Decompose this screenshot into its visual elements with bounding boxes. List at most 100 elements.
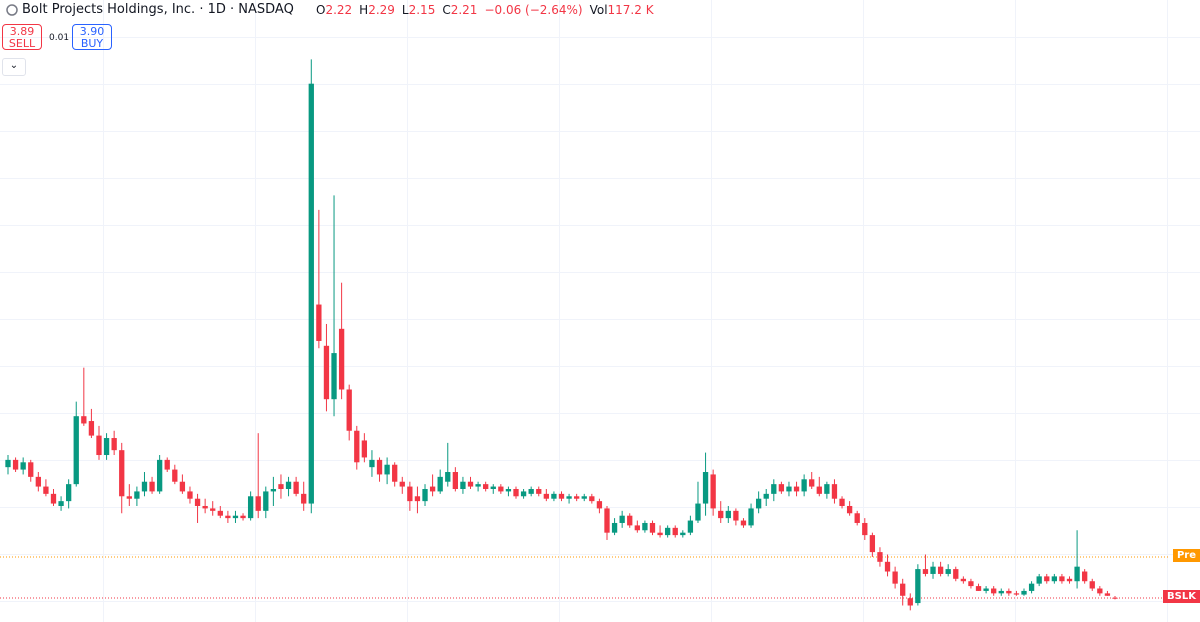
candle-body (20, 462, 26, 470)
ohlc-legend: O2.22 H2.29 L2.15 C2.21 −0.06 (−2.64%) V… (316, 3, 654, 17)
candle-body (232, 515, 239, 519)
candle-body (991, 588, 997, 594)
candle-body (5, 459, 11, 468)
candle-body (1112, 597, 1118, 599)
candle-body (1104, 593, 1111, 596)
candle-body (900, 583, 906, 596)
candle-body (285, 481, 292, 489)
candle-body (483, 484, 489, 489)
logo (6, 3, 18, 16)
candle-body (846, 505, 853, 514)
candle-body (937, 566, 944, 574)
candle-body (187, 491, 193, 499)
candle-body (467, 481, 474, 487)
candle-body (922, 569, 929, 574)
candle-body (733, 510, 739, 521)
candle-body (35, 476, 41, 487)
sell-button[interactable]: 3.89 SELL (2, 24, 42, 50)
candle-body (543, 493, 549, 499)
buy-label: BUY (80, 37, 104, 50)
candle-body (793, 486, 800, 492)
candle-body (1051, 576, 1057, 582)
candle-body (763, 493, 769, 499)
candle-body (710, 474, 716, 509)
candle-body (839, 498, 845, 506)
candle-body (263, 491, 269, 511)
candle-body (702, 472, 709, 504)
candle-body (657, 532, 663, 536)
pre-tag: Pre (1172, 548, 1200, 562)
candle-body (649, 522, 656, 533)
symbol-title: Bolt Projects Holdings, Inc. · 1D · NASD… (22, 2, 294, 17)
candle-body (740, 520, 747, 526)
candle-body (361, 440, 368, 458)
candle-body (225, 515, 231, 519)
candle-body (596, 501, 603, 509)
candle-body (718, 510, 724, 519)
symbol-header[interactable]: Bolt Projects Holdings, Inc. · 1D · NASD… (6, 2, 294, 17)
candle-body (862, 522, 868, 536)
candle-body (642, 522, 648, 531)
candle-body (141, 481, 148, 492)
candle-body (338, 328, 345, 390)
ohlc-value: 2.22 (325, 3, 353, 17)
candle-body (801, 479, 807, 492)
candle-body (12, 459, 19, 470)
candle-body (376, 459, 383, 475)
candle-body (771, 484, 777, 494)
candle-body (634, 525, 640, 531)
candle-body (28, 462, 34, 477)
candle-body (869, 535, 876, 553)
candle-body (293, 481, 299, 494)
candle-body (755, 498, 762, 509)
candle-body (384, 464, 390, 475)
candle-body (247, 496, 254, 519)
sell-label: SELL (8, 37, 36, 50)
candle-body (414, 496, 421, 502)
candle-body (346, 389, 352, 431)
candle-body (975, 586, 982, 591)
candle-body (520, 491, 527, 497)
candle-body (945, 569, 951, 574)
ohlc-label: C (442, 3, 451, 17)
candle-body (490, 486, 496, 489)
candle-body (202, 505, 208, 509)
ohlc-value: 2.29 (368, 3, 395, 17)
candle-body (179, 481, 186, 492)
candle-body (392, 464, 398, 482)
candle-body (786, 486, 792, 492)
candle-body (1089, 581, 1095, 589)
candle-body (354, 430, 360, 463)
sell-price: 3.89 (9, 25, 35, 38)
volume: 117.2 K (607, 3, 654, 17)
candle-body (1013, 593, 1020, 595)
candle-body (831, 484, 838, 499)
candle-body (528, 488, 534, 494)
candle-body (278, 484, 284, 489)
candle-body (824, 484, 830, 494)
candle-body (88, 421, 95, 436)
candle-body (50, 493, 57, 504)
symbol-tag: BSLK (1163, 589, 1200, 603)
candle-body (399, 481, 405, 487)
candle-body (611, 522, 618, 533)
collapse-button[interactable]: ⌄ (2, 58, 26, 76)
candle-body (672, 527, 678, 536)
candle-body (156, 459, 163, 492)
candle-body (983, 588, 989, 591)
candle-body (574, 496, 580, 499)
candle-body (1074, 566, 1080, 582)
buy-button[interactable]: 3.90 BUY (72, 24, 112, 50)
candle-body (680, 532, 686, 536)
vol-label: Vol (589, 3, 608, 17)
candle-body (369, 459, 375, 468)
candle-body (1044, 576, 1050, 582)
candle-body (429, 486, 436, 492)
candle-body (558, 493, 565, 499)
candle-body (255, 496, 261, 511)
candle-body (748, 508, 754, 526)
candle-body (452, 472, 459, 489)
candle-body (103, 438, 110, 456)
